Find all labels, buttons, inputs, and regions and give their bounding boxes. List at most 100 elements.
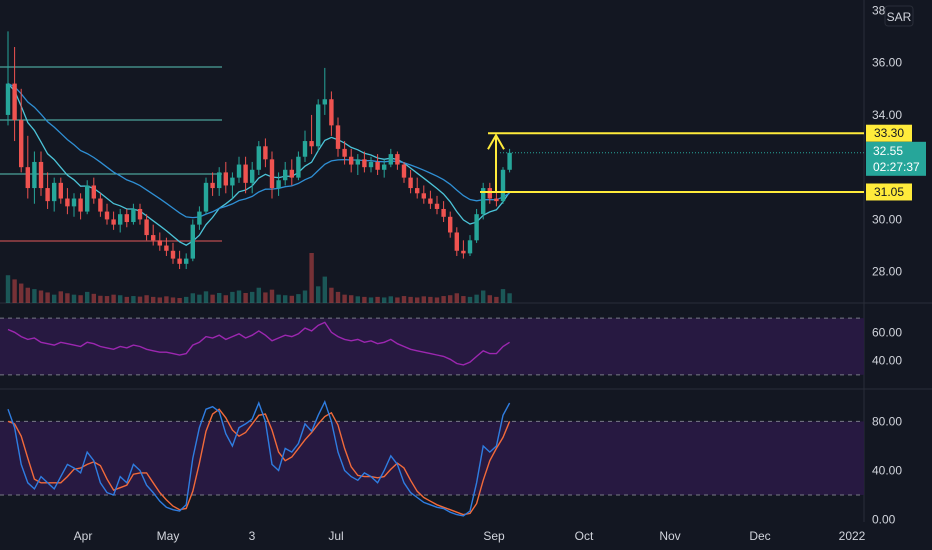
candle: [256, 141, 261, 176]
price-tick-label: 38: [872, 3, 886, 17]
candle-body: [210, 182, 215, 189]
candle: [104, 203, 110, 225]
candle: [124, 208, 129, 228]
currency-button[interactable]: SAR: [884, 5, 914, 27]
candle-body: [454, 232, 459, 251]
candle-body: [256, 146, 261, 170]
candle-body: [276, 180, 281, 189]
rsi-tick-label: 40.00: [872, 354, 902, 368]
volume-bar: [164, 296, 169, 303]
volume-bar: [197, 294, 202, 303]
candle-body: [494, 198, 499, 202]
candle: [184, 253, 189, 270]
volume-bar: [494, 296, 499, 303]
candle-body: [382, 164, 387, 170]
candle: [210, 172, 215, 196]
volume-bar: [256, 287, 261, 303]
candle-body: [164, 245, 169, 251]
candle: [12, 47, 17, 142]
volume-bar: [408, 296, 413, 303]
volume-bar: [283, 295, 288, 303]
candle-body: [58, 182, 63, 199]
candle: [217, 167, 222, 196]
volume-bar: [250, 291, 255, 303]
candle: [322, 67, 327, 115]
candle: [137, 203, 143, 225]
ema-slow-line: [7, 83, 510, 219]
rsi-axis-ticks: 60.00 40.00: [872, 325, 902, 367]
level-badge-33-30: 33.30: [866, 124, 912, 142]
candle: [388, 148, 393, 168]
candle: [454, 227, 459, 256]
volume-bar: [38, 290, 44, 303]
volume-bar: [223, 295, 228, 303]
volume-bar: [78, 295, 83, 303]
candle-body: [263, 146, 268, 160]
volume-bar: [157, 297, 162, 303]
candle: [236, 156, 242, 183]
volume-bar: [5, 275, 11, 303]
candle-body: [375, 161, 380, 170]
volume-bar: [52, 294, 57, 303]
candle: [151, 224, 156, 246]
candlesticks: [5, 31, 512, 270]
time-tick-label: May: [157, 529, 180, 543]
candle-body: [474, 214, 479, 241]
volume-bar: [309, 253, 314, 303]
volume-bar: [236, 290, 242, 303]
candle: [401, 161, 407, 183]
candle-body: [177, 258, 182, 264]
candle: [5, 31, 11, 126]
level-badge-31-05: 31.05: [866, 183, 912, 201]
candle-body: [131, 208, 136, 223]
volume-bar: [263, 292, 268, 303]
candle-body: [302, 141, 308, 157]
volume-bar: [395, 297, 400, 303]
candle-body: [316, 104, 321, 147]
candle-body: [283, 169, 288, 181]
time-tick-label: Apr: [74, 529, 93, 543]
candle-body: [71, 198, 77, 207]
candle: [85, 180, 90, 215]
volume-bar: [137, 296, 143, 303]
volume-bar: [289, 295, 294, 303]
candle: [349, 148, 354, 173]
volume-bar: [190, 293, 195, 303]
volume-bar: [243, 293, 248, 303]
candle: [276, 172, 281, 196]
candle-body: [461, 250, 466, 254]
candle: [170, 242, 176, 264]
last-price-label: 32.55: [873, 144, 903, 158]
candle: [91, 177, 96, 204]
candle-body: [65, 198, 70, 207]
candle: [38, 151, 44, 196]
candle: [395, 151, 400, 170]
stoch-tick-label: 40.00: [872, 463, 902, 477]
candle-body: [322, 99, 327, 105]
volume-bar: [448, 295, 453, 303]
price-tick-label: 28.00: [872, 265, 902, 279]
candle: [45, 172, 50, 209]
level-badge-label: 31.05: [874, 185, 904, 199]
stoch-tick-label: 0.00: [872, 513, 896, 527]
level-badge-bg: [866, 124, 912, 142]
volume-bar: [454, 293, 459, 303]
volume-bar: [375, 296, 380, 303]
volume-bar: [296, 294, 301, 303]
candle-body: [157, 240, 162, 246]
time-tick-label: Oct: [575, 529, 594, 543]
candle: [78, 193, 83, 220]
volume-bar: [98, 295, 103, 303]
volume-bar: [144, 295, 149, 303]
candle-body: [203, 182, 209, 212]
candle: [71, 193, 77, 217]
candle: [448, 211, 453, 238]
volume-bar: [12, 279, 17, 303]
time-tick-label: Jul: [328, 529, 343, 543]
time-tick-label: 2022: [839, 529, 866, 543]
candle-body: [111, 219, 116, 225]
candle-body: [236, 164, 242, 178]
candle-body: [481, 188, 486, 215]
volume-bar: [500, 289, 506, 303]
candle-body: [230, 177, 235, 186]
